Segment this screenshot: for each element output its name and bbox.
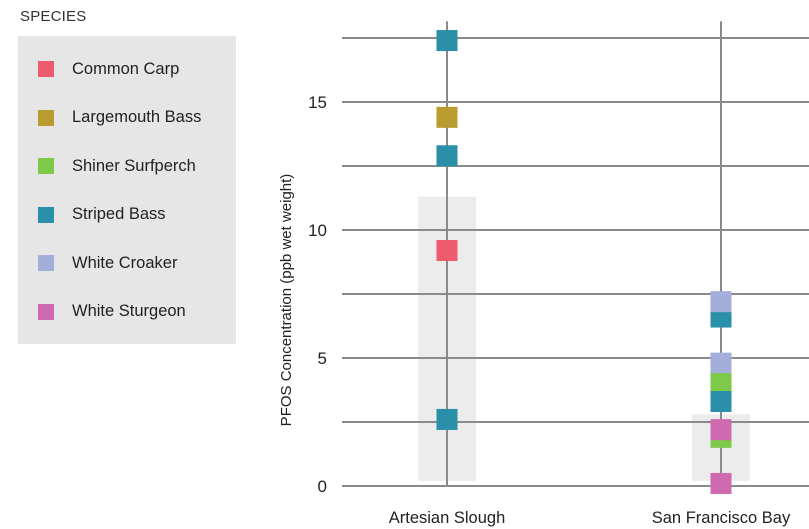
legend-item: Largemouth Bass	[38, 106, 201, 130]
legend-item: Common Carp	[38, 57, 179, 81]
x-category-label: San Francisco Bay	[652, 509, 791, 527]
data-point	[710, 352, 732, 374]
legend-swatch	[38, 158, 54, 174]
data-point	[436, 145, 458, 167]
data-point	[710, 419, 732, 441]
data-point	[436, 30, 458, 52]
data-point	[710, 291, 732, 313]
y-tick-label: 0	[318, 477, 327, 496]
legend-swatch	[38, 61, 54, 77]
legend-swatch	[38, 303, 54, 320]
legend-label: Largemouth Bass	[72, 108, 202, 126]
legend: Common Carp Largemouth Bass Shiner Surfper…	[18, 36, 236, 344]
data-point	[710, 391, 732, 413]
legend-label: White Croaker	[72, 253, 178, 272]
y-tick-label: 5	[318, 349, 327, 368]
legend-swatch	[38, 255, 54, 271]
legend-label: Striped Bass	[72, 205, 166, 223]
x-category-label: Artesian Slough	[389, 509, 506, 527]
data-point	[710, 472, 732, 494]
data-point	[436, 106, 458, 128]
legend-label: Common Carp	[72, 59, 180, 78]
legend-swatch	[38, 109, 54, 126]
legend-title: SPECIES	[20, 8, 87, 25]
legend-item: Striped Bass	[38, 203, 166, 227]
y-tick-label: 10	[308, 221, 327, 240]
y-axis-title: PFOS Concentration (ppb wet weight)	[278, 174, 295, 427]
y-tick-label: 15	[308, 93, 327, 112]
legend-label: Shiner Surfperch	[72, 156, 196, 175]
legend-swatch	[38, 206, 54, 223]
data-point	[436, 408, 458, 430]
data-point	[710, 373, 732, 395]
legend-item: White Sturgeon	[38, 300, 186, 324]
legend-label: White Sturgeon	[72, 302, 186, 320]
legend-item: Shiner Surfperch	[38, 154, 196, 178]
data-point	[436, 239, 458, 261]
legend-item: White Croaker	[38, 251, 177, 275]
